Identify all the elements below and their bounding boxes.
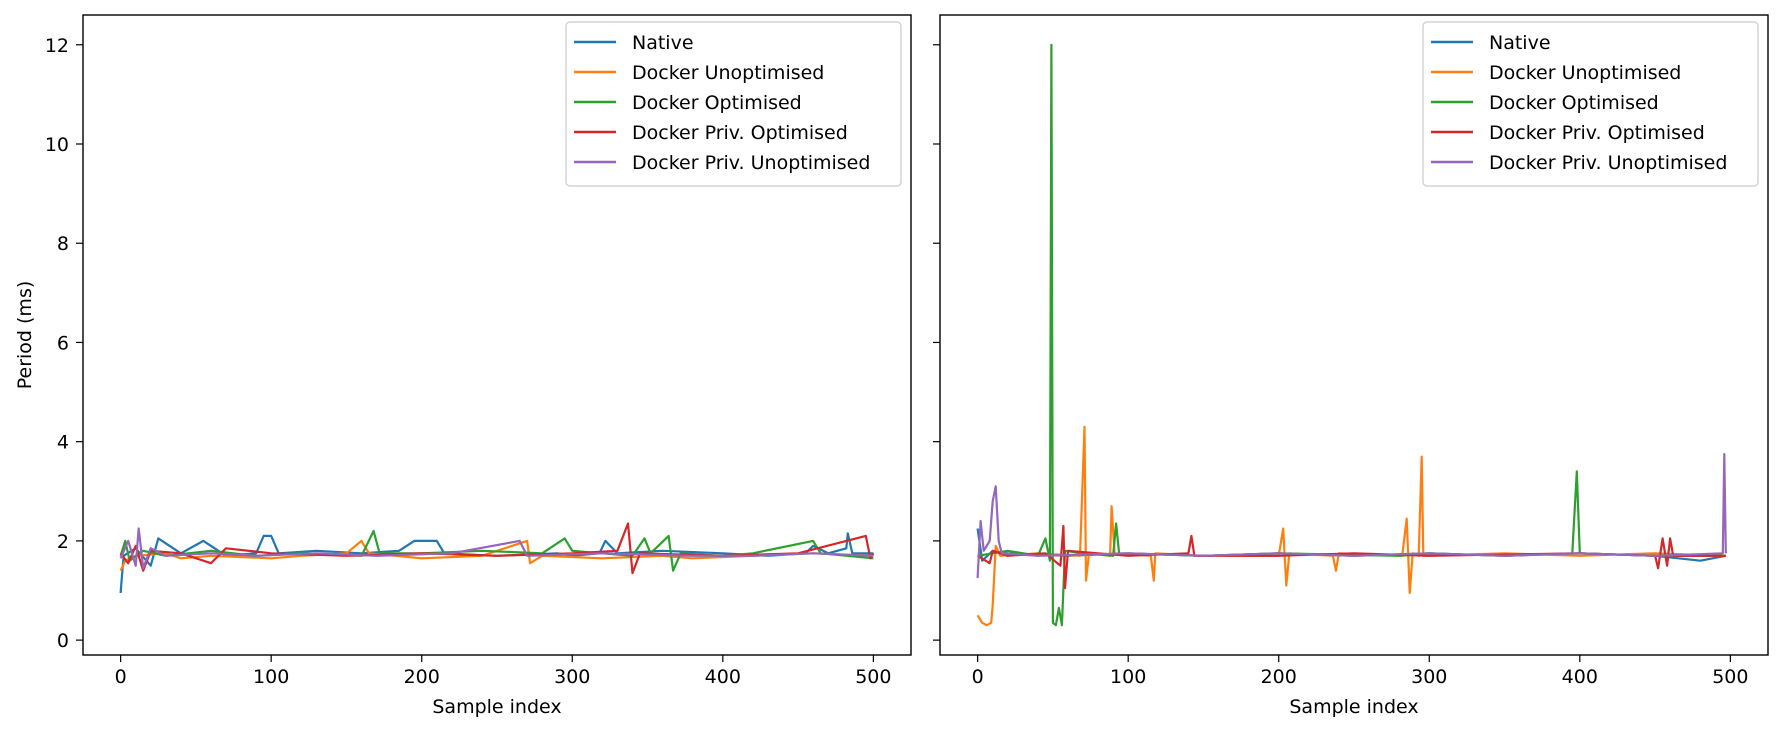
series-line-native (119, 532, 874, 594)
y-tick-label: 0 (57, 630, 69, 652)
y-tick-label: 12 (45, 35, 69, 57)
x-tick-label: 0 (972, 666, 984, 688)
legend-label: Docker Optimised (1489, 92, 1659, 114)
series-lines (976, 43, 1727, 627)
left-plot-panel: 0 100 200 300 400 500 0 2 4 6 8 10 12 Sample index Per… (14, 14, 912, 718)
plot-frame (82, 14, 912, 656)
x-tick-label: 300 (1411, 666, 1447, 688)
x-tick-label: 500 (855, 666, 891, 688)
legend-label: Docker Unoptimised (632, 62, 824, 84)
legend: Native Docker Unoptimised Docker Optimised… (565, 21, 902, 187)
legend-label: Docker Priv. Unoptimised (632, 152, 870, 174)
right-plot-panel: 0 100 200 300 400 500 Sample index Native Docker… (933, 14, 1769, 718)
y-tick-label: 8 (57, 233, 69, 255)
legend: Native Docker Unoptimised Docker Optimised… (1422, 21, 1759, 187)
y-tick-label: 6 (57, 332, 69, 354)
legend-label: Docker Priv. Unoptimised (1489, 152, 1727, 174)
y-tick-label: 4 (57, 432, 69, 454)
x-tick-label: 200 (404, 666, 440, 688)
series-lines (119, 522, 875, 594)
x-tick-label: 400 (1562, 666, 1598, 688)
legend-label: Docker Unoptimised (1489, 62, 1681, 84)
legend-label: Docker Priv. Optimised (632, 122, 848, 144)
x-axis-label: Sample index (432, 696, 561, 718)
x-tick-label: 100 (1110, 666, 1146, 688)
legend-label: Docker Priv. Optimised (1489, 122, 1705, 144)
y-axis-label: Period (ms) (14, 281, 36, 390)
series-line-docker-unoptimised (976, 425, 1726, 627)
series-line-docker-priv-unoptimised (119, 527, 874, 570)
x-axis-label: Sample index (1289, 696, 1418, 718)
legend-label: Native (632, 32, 694, 54)
series-line-docker-priv-unoptimised (976, 453, 1727, 579)
x-tick-label: 200 (1261, 666, 1297, 688)
series-line-docker-optimised (119, 529, 874, 572)
legend-box (565, 21, 902, 187)
legend-box (1422, 21, 1759, 187)
x-tick-label: 100 (253, 666, 289, 688)
plot-frame (939, 14, 1769, 656)
y-tick-label: 10 (45, 134, 69, 156)
series-line-docker-priv-optimised (119, 522, 875, 575)
x-tick-label: 400 (705, 666, 741, 688)
x-tick-label: 300 (554, 666, 590, 688)
legend-label: Native (1489, 32, 1551, 54)
legend-label: Docker Optimised (632, 92, 802, 114)
x-tick-label: 0 (115, 666, 127, 688)
series-line-docker-priv-optimised (977, 524, 1726, 590)
x-tick-label: 500 (1712, 666, 1748, 688)
y-tick-label: 2 (57, 531, 69, 553)
